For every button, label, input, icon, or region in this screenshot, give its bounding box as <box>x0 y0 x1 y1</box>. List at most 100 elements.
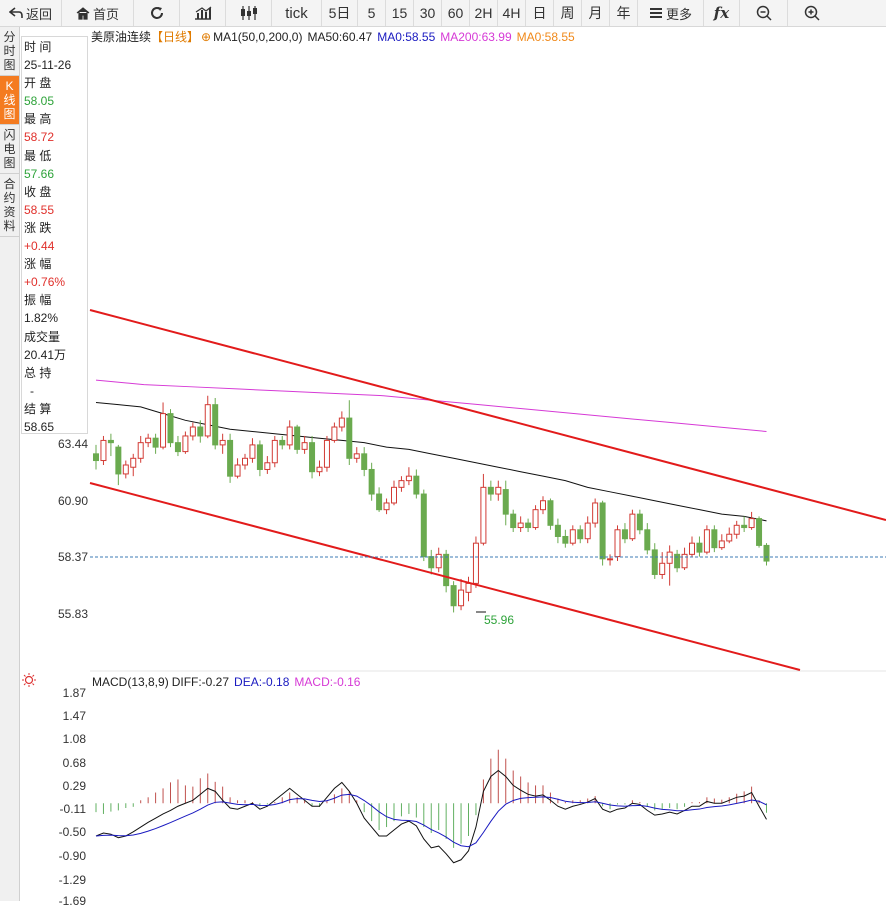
tab-intraday-chart[interactable]: 分 时 图 <box>0 27 19 76</box>
candle-up <box>689 542 695 555</box>
refresh-button[interactable] <box>134 0 180 26</box>
tab-kline-chart[interactable]: K 线 图 <box>0 76 19 125</box>
candle-down <box>256 444 263 470</box>
period-4h[interactable]: 4H <box>498 0 526 26</box>
candle-up <box>130 457 137 468</box>
candle-down <box>674 553 681 569</box>
macd-axis-label: -1.69 <box>58 894 86 908</box>
tab-char: 分 <box>3 30 16 44</box>
candle-down <box>741 524 748 529</box>
candle-up <box>659 562 666 575</box>
period-30min[interactable]: 30 <box>414 0 442 26</box>
macd-axis-label: 0.29 <box>62 779 86 793</box>
candle-down <box>547 500 554 526</box>
home-icon <box>76 6 90 20</box>
tick-label: tick <box>285 4 308 22</box>
candle-up <box>480 486 487 544</box>
candle-up <box>189 426 196 437</box>
period-2h[interactable]: 2H <box>470 0 498 26</box>
open-interest-value: - <box>30 383 34 398</box>
candle-down <box>420 493 427 558</box>
tick-button[interactable]: tick <box>272 0 322 26</box>
amplitude-value: 1.82% <box>24 311 59 326</box>
candle-down <box>577 529 584 540</box>
zoom-in-icon <box>804 5 820 21</box>
high-label: 最 高 <box>24 112 52 127</box>
fx-icon: fx <box>713 4 730 22</box>
candle-up <box>532 509 539 529</box>
macd-axis-label: -0.50 <box>58 825 86 839</box>
period-label: 30 <box>419 5 436 21</box>
period-5day[interactable]: 5日 <box>322 0 358 26</box>
settle-value: 58.65 <box>24 419 55 434</box>
more-button[interactable]: 更多 <box>638 0 704 26</box>
period-year[interactable]: 年 <box>610 0 638 26</box>
period-60min[interactable]: 60 <box>442 0 470 26</box>
macd-axis-label: -0.11 <box>59 802 86 816</box>
low-label: 最 低 <box>24 148 52 163</box>
back-arrow-icon <box>8 7 23 18</box>
period-month[interactable]: 月 <box>582 0 610 26</box>
candlestick-button[interactable] <box>226 0 272 26</box>
candle-down <box>413 475 420 495</box>
candle-down <box>309 442 316 473</box>
sun-icon[interactable] <box>22 673 36 687</box>
period-tag: 【日线】 <box>151 30 200 44</box>
candle-up <box>338 417 345 428</box>
candle-up <box>592 502 599 524</box>
ma200-polyline <box>95 379 767 432</box>
formula-button[interactable]: fx <box>704 0 740 26</box>
candle-down <box>644 529 651 551</box>
ma0-value-alt: MA0:58.55 <box>516 30 575 44</box>
period-label: 15 <box>391 5 408 21</box>
macd-axis-label: 1.87 <box>62 686 86 700</box>
pct-value: +0.76% <box>24 275 66 290</box>
home-button[interactable]: 首页 <box>62 0 134 26</box>
tab-contract-info[interactable]: 合 约 资 料 <box>0 174 19 237</box>
tab-char: 资 <box>3 205 16 219</box>
period-15min[interactable]: 15 <box>386 0 414 26</box>
candle-down <box>93 453 99 462</box>
candle-up <box>331 426 338 441</box>
candle-down <box>346 417 353 459</box>
period-label: 2H <box>474 5 493 21</box>
period-day[interactable]: 日 <box>526 0 554 26</box>
zoom-out-button[interactable] <box>740 0 788 26</box>
candle-down <box>502 489 509 515</box>
candle-up <box>666 551 673 564</box>
candle-up <box>353 453 360 459</box>
bar-chart-icon <box>194 6 211 20</box>
candle-down <box>428 556 435 569</box>
candle-down <box>443 553 450 587</box>
upper-trendline[interactable] <box>89 309 886 521</box>
candle-up <box>145 437 152 444</box>
candle-up <box>301 442 308 450</box>
period-5min[interactable]: 5 <box>358 0 386 26</box>
tab-char: 时 <box>3 44 16 58</box>
change-label: 涨 跌 <box>24 220 52 235</box>
candle-up <box>435 553 442 569</box>
candle-up <box>718 540 725 549</box>
macd-legend: MACD(13,8,9) DIFF:-0.27 DEA:-0.18 MACD:-0.1… <box>92 675 365 689</box>
zoom-in-button[interactable] <box>788 0 836 26</box>
period-label: 月 <box>588 5 603 21</box>
candle-up <box>607 558 614 561</box>
back-button[interactable]: 返回 <box>0 0 62 26</box>
zoom-out-icon <box>756 5 772 21</box>
candle-up <box>391 486 397 504</box>
lower-trendline[interactable] <box>89 482 801 671</box>
symbol-name: 美原油连续 <box>91 30 152 44</box>
period-week[interactable]: 周 <box>554 0 582 26</box>
price-legend: 美原油连续【日线】 ⊕ MA1(50,0,200,0) MA50:60.47 MA0:5… <box>91 28 580 45</box>
tab-flash-chart[interactable]: 闪 电 图 <box>0 125 19 174</box>
price-axis-label: 63.44 <box>57 437 88 451</box>
chart-type-sidebar: 分 时 图 K 线 图 闪 电 图 合 约 资 料 <box>0 27 20 901</box>
candle-up <box>614 529 621 558</box>
period-label: 5 <box>367 5 376 21</box>
candle-down <box>525 522 532 529</box>
macd-axis-label: -1.29 <box>58 873 86 887</box>
bar-chart-button[interactable] <box>180 0 226 26</box>
candle-up <box>540 500 546 511</box>
settings-icon[interactable]: ⊕ <box>201 30 212 44</box>
